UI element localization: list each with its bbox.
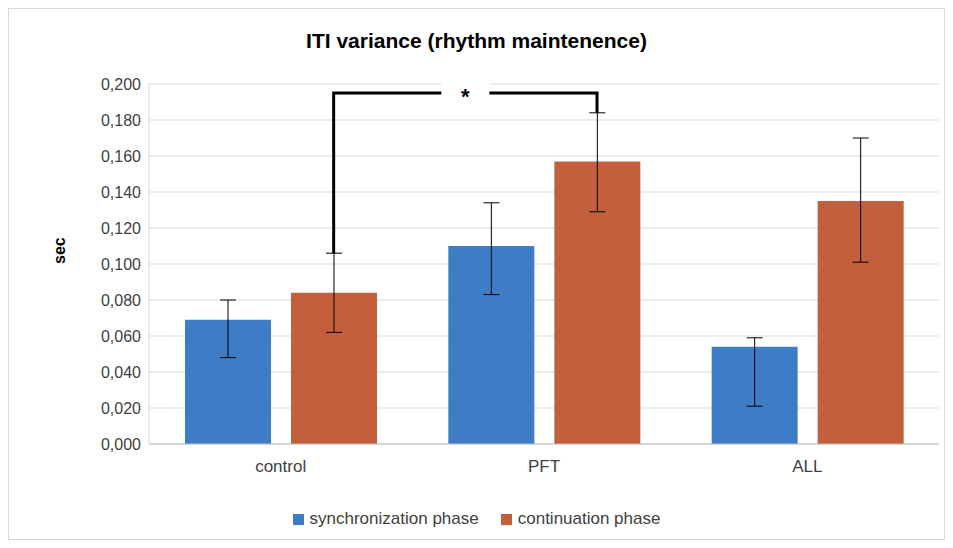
- svg-text:PFT: PFT: [528, 457, 560, 476]
- svg-text:0,120: 0,120: [101, 220, 141, 237]
- svg-text:0,020: 0,020: [101, 400, 141, 417]
- svg-text:0,200: 0,200: [101, 76, 141, 93]
- svg-text:0,160: 0,160: [101, 148, 141, 165]
- svg-text:0,040: 0,040: [101, 364, 141, 381]
- html-text:synchronization phase: synchronization phase: [309, 509, 479, 528]
- svg-text:0,180: 0,180: [101, 112, 141, 129]
- svg-text:0,080: 0,080: [101, 292, 141, 309]
- svg-text:0,000: 0,000: [101, 436, 141, 453]
- svg-text:control: control: [255, 457, 306, 476]
- svg-text:0,060: 0,060: [101, 328, 141, 345]
- html-text:ITI variance (rhythm maintenen: ITI variance (rhythm maintenence): [306, 29, 647, 52]
- svg-text:sec: sec: [51, 237, 68, 264]
- html-text:continuation phase: continuation phase: [517, 509, 661, 528]
- svg-text:0,140: 0,140: [101, 184, 141, 201]
- svg-text:*: *: [461, 84, 470, 109]
- svg-text:0,100: 0,100: [101, 256, 141, 273]
- svg-text:ALL: ALL: [792, 457, 822, 476]
